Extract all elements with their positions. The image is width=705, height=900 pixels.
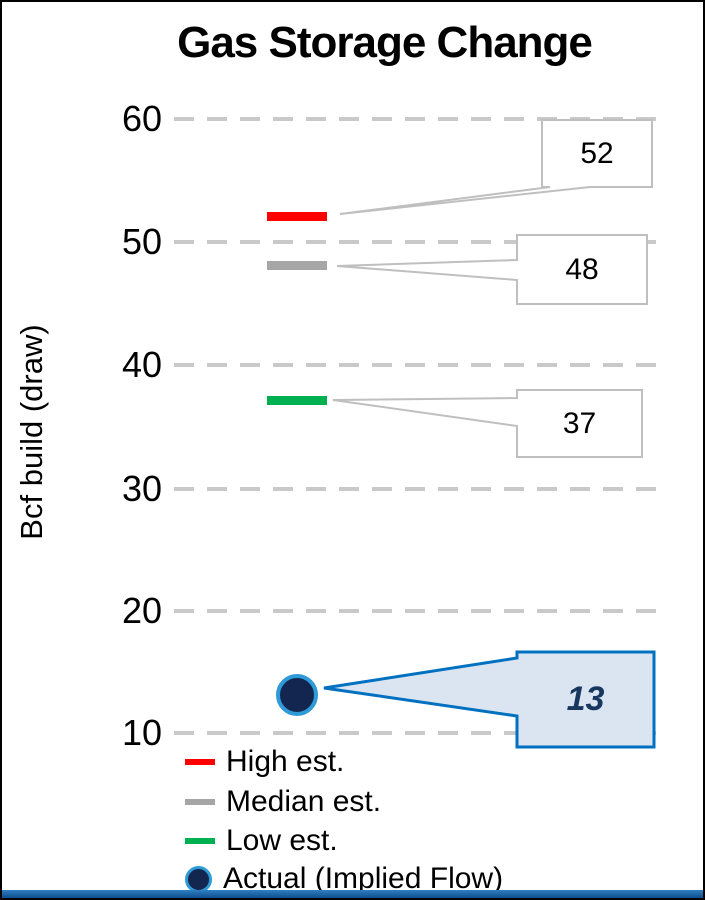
legend-item-high: High est. — [185, 744, 344, 780]
gridline-30 — [174, 487, 666, 491]
callout-48-value: 48 — [565, 252, 599, 286]
bottom-accent-bar — [2, 890, 703, 898]
median-est-marker — [267, 261, 327, 270]
y-tick-60: 60 — [121, 98, 162, 139]
callout-13-value: 13 — [566, 680, 605, 718]
gridline-20 — [174, 609, 666, 613]
legend-item-low: Low est. — [185, 823, 338, 859]
legend-label-median: Median est. — [226, 785, 382, 818]
y-tick-50: 50 — [121, 221, 162, 262]
legend-label-low: Low est. — [226, 824, 338, 857]
high-est-marker — [267, 212, 327, 221]
high-est-legend-swatch — [185, 759, 215, 765]
gridline-40 — [174, 363, 666, 367]
low-est-legend-swatch — [185, 838, 215, 844]
y-tick-30: 30 — [121, 468, 162, 509]
legend-item-median: Median est. — [185, 784, 381, 820]
actual-legend-swatch — [185, 865, 212, 893]
y-tick-10: 10 — [121, 712, 162, 753]
median-est-legend-swatch — [185, 799, 215, 805]
legend-label-high: High est. — [226, 745, 345, 778]
low-est-marker — [267, 396, 327, 405]
callout-52-value: 52 — [580, 136, 614, 170]
y-axis-label: Bcf build (draw) — [14, 324, 49, 540]
chart-title: Gas Storage Change — [177, 18, 593, 67]
actual-marker — [276, 674, 318, 716]
y-tick-20: 20 — [121, 590, 162, 631]
callout-37-value: 37 — [562, 406, 597, 440]
legend-label-actual: Actual (Implied Flow) — [223, 862, 504, 895]
y-tick-40: 40 — [121, 344, 162, 385]
